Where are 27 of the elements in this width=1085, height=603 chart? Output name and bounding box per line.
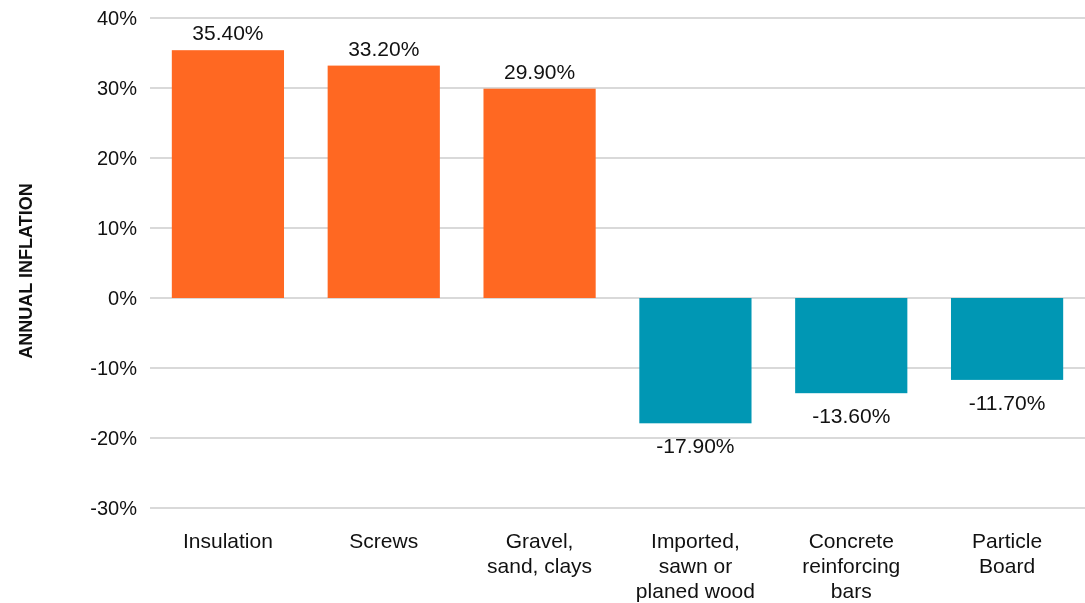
data-label: 33.20% — [348, 36, 420, 60]
y-tick-label: 40% — [96, 7, 138, 29]
data-label: 29.90% — [503, 59, 576, 83]
x-tick-label: Imported, sawn or planed wood — [635, 529, 755, 602]
data-label: 35.40% — [192, 21, 264, 45]
y-tick-label: 10% — [96, 217, 138, 239]
bar — [327, 65, 440, 298]
y-tick-label: -10% — [90, 357, 138, 379]
y-tick-label: 20% — [96, 147, 138, 169]
data-label: -13.60% — [812, 404, 891, 428]
bar — [950, 298, 1064, 380]
x-tick-label: Concrete reinforcing bars — [802, 529, 901, 602]
y-axis-title: ANNUAL INFLATION — [16, 183, 36, 359]
x-tick-label: Insulation — [182, 529, 273, 552]
data-label: -11.70% — [968, 390, 1046, 414]
y-tick-label: -30% — [90, 497, 138, 519]
bar — [483, 88, 596, 298]
data-label: -17.90% — [656, 434, 735, 458]
y-tick-label: 30% — [96, 77, 138, 99]
bar — [639, 298, 752, 424]
bar — [171, 50, 285, 298]
y-tick-label: 0% — [108, 287, 138, 309]
x-tick-label: Particle Board — [972, 529, 1043, 577]
x-tick-label: Gravel, sand, clays — [487, 529, 593, 577]
y-tick-label: -20% — [90, 427, 138, 449]
bar — [795, 298, 908, 394]
x-tick-label: Screws — [349, 529, 419, 552]
